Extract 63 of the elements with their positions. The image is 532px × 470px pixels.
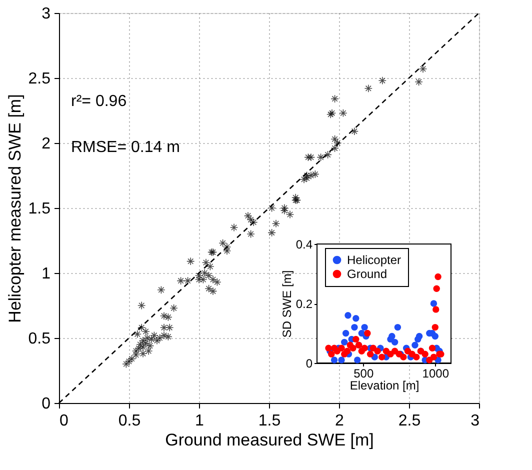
point	[434, 273, 442, 280]
point	[412, 342, 418, 348]
y-tick-label: 0	[306, 356, 313, 370]
point	[344, 312, 352, 319]
x-tick-label: 1	[195, 412, 204, 430]
point	[361, 324, 368, 331]
point	[394, 324, 402, 331]
y-axis-title: SD SWE [m]	[280, 270, 294, 338]
legend-label: Ground	[347, 267, 388, 281]
point	[338, 356, 345, 364]
point	[352, 336, 360, 343]
y-tick-label: 1.5	[28, 200, 51, 218]
point	[391, 338, 398, 346]
point	[432, 324, 439, 331]
y-tick-label: 0.5	[28, 330, 51, 348]
point	[432, 332, 439, 340]
x-tick-label: 2	[335, 412, 344, 430]
point	[344, 348, 351, 354]
x-tick-label: 1000	[422, 366, 450, 380]
point	[350, 344, 356, 352]
point	[432, 306, 440, 313]
y-tick-label: 3	[42, 6, 51, 22]
x-axis-title: Elevation [m]	[350, 378, 420, 392]
y-tick-label: 2	[42, 136, 51, 152]
y-tick-label: 0.4	[296, 238, 313, 252]
legend-label: Helicopter	[347, 253, 402, 267]
x-tick-label: 0.5	[118, 412, 141, 430]
point	[352, 315, 360, 322]
point	[366, 350, 374, 358]
point	[388, 332, 396, 340]
point	[374, 348, 381, 354]
x-tick-label: 2.5	[398, 412, 421, 430]
x-tick-label: 0	[60, 412, 68, 430]
point	[338, 344, 345, 352]
point	[433, 285, 440, 292]
point	[378, 354, 386, 360]
annotation: r²= 0.96	[71, 93, 127, 110]
point	[330, 356, 338, 364]
point	[428, 344, 436, 352]
x-tick-label: 500	[354, 366, 374, 380]
point	[430, 354, 438, 360]
point	[416, 332, 423, 340]
point	[354, 356, 361, 364]
x-axis-title: Ground measured SWE [m]	[165, 430, 374, 450]
x-tick-label: 1.5	[258, 412, 281, 430]
point	[361, 344, 368, 352]
y-tick-label: 0.2	[296, 297, 313, 311]
y-tick-label: 1	[42, 266, 51, 282]
point	[325, 344, 332, 352]
point	[341, 338, 348, 346]
point	[342, 330, 350, 337]
point	[430, 300, 438, 307]
point	[400, 354, 407, 360]
point	[413, 354, 420, 360]
point	[422, 350, 428, 358]
y-tick-label: 2.5	[28, 70, 51, 88]
x-tick-label: 3	[470, 412, 480, 430]
y-axis-title: Helicopter measured SWE [m]	[5, 94, 24, 323]
annotation: RMSE= 0.14 m	[71, 139, 180, 156]
point	[328, 350, 335, 358]
point	[364, 330, 371, 337]
point	[351, 324, 358, 331]
y-tick-label: 0	[42, 396, 51, 412]
